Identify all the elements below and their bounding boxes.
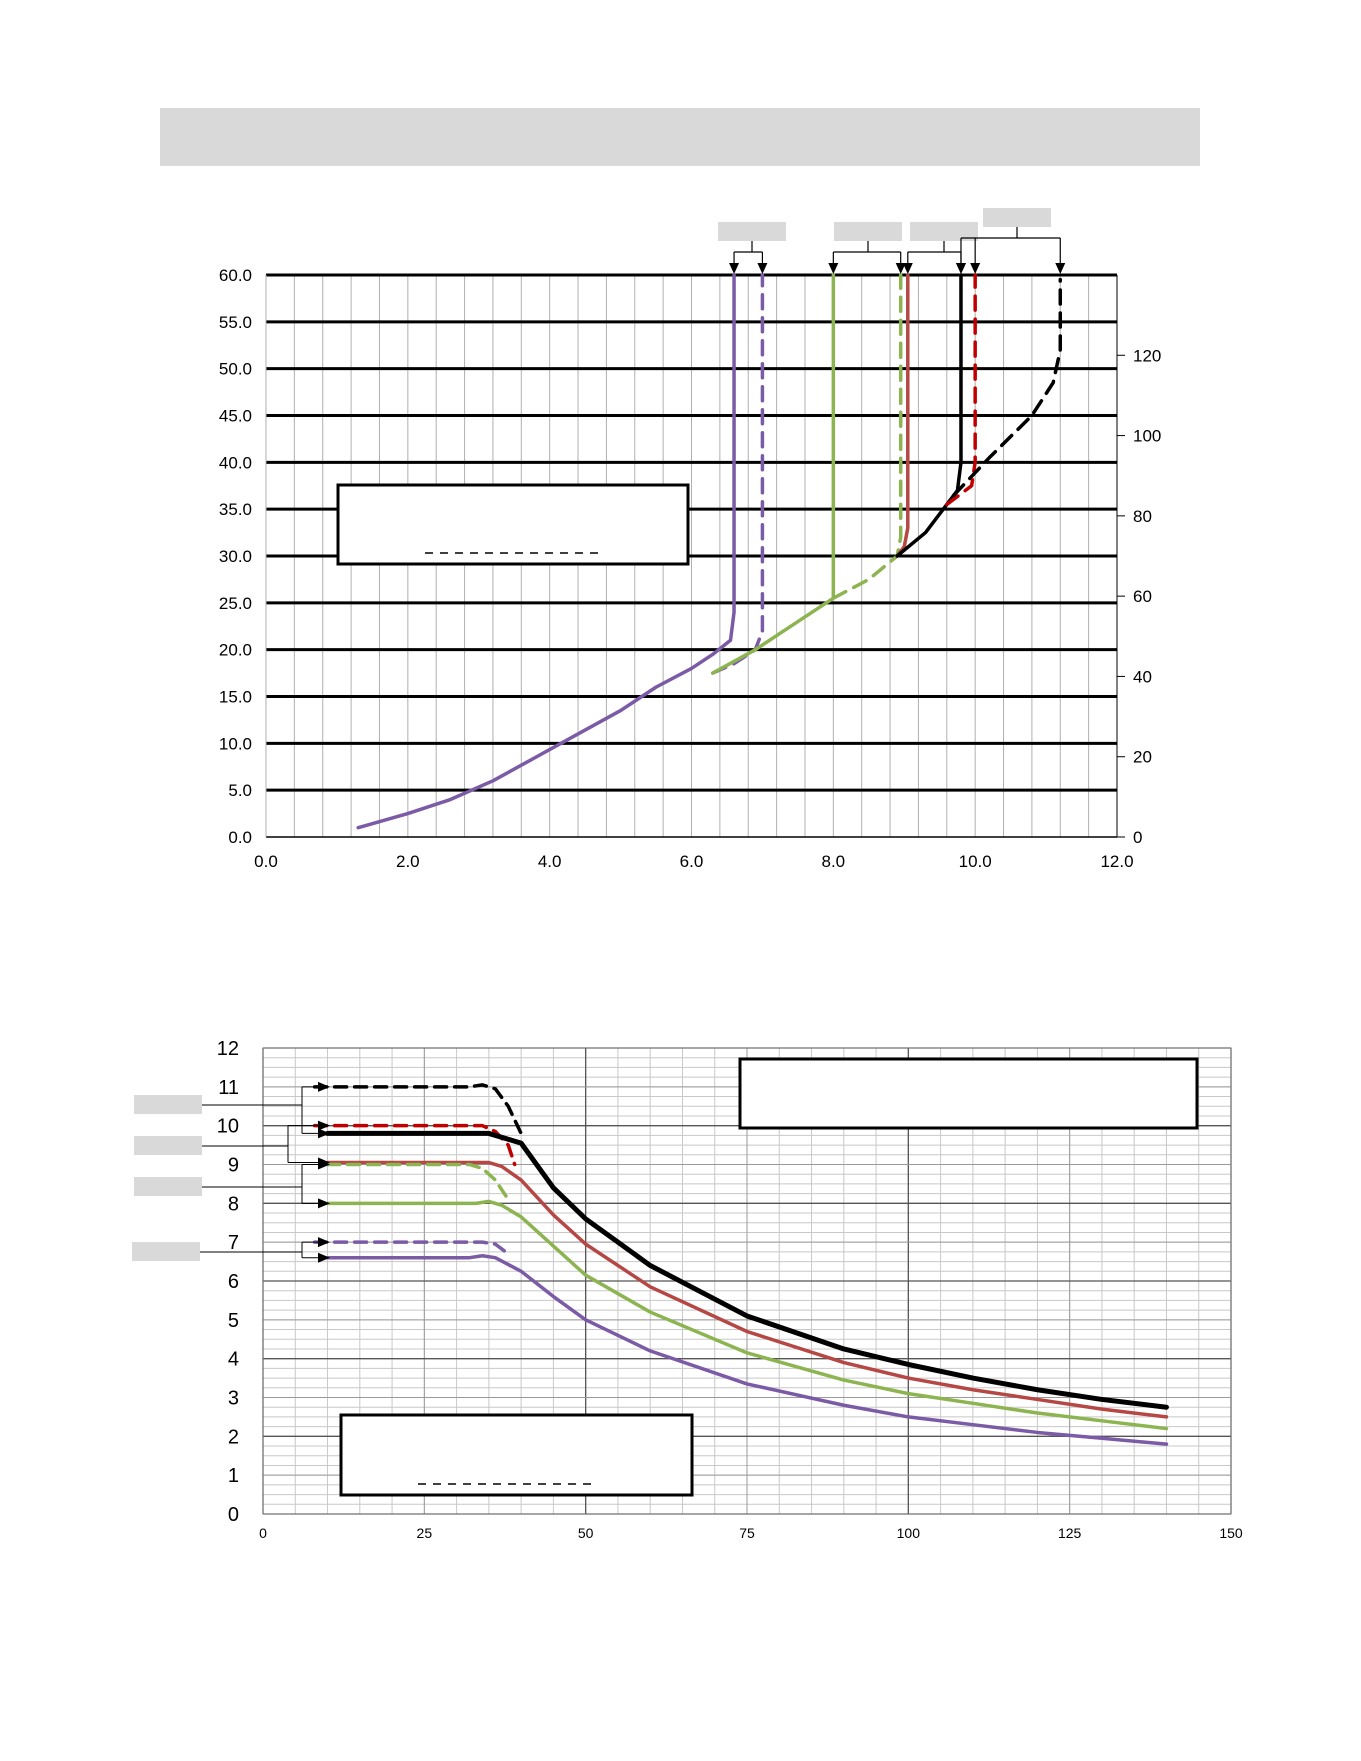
tag-arrow-head — [1055, 263, 1066, 274]
y-tick-label: 40.0 — [219, 453, 252, 472]
x-tick-label: 0.0 — [254, 852, 278, 871]
x-tick-label: 10.0 — [959, 852, 992, 871]
series-tag — [132, 1242, 200, 1261]
title-banner — [160, 108, 1200, 166]
y2-tick-label: 0 — [1133, 828, 1142, 847]
x-tick-label: 12.0 — [1100, 852, 1133, 871]
y-tick-label: 25.0 — [219, 594, 252, 613]
y-tick-label: 11 — [218, 1077, 239, 1099]
y-tick-label: 30.0 — [219, 547, 252, 566]
y-tick-label: 15.0 — [219, 688, 252, 707]
tag-arrow-head — [828, 263, 839, 274]
series-line — [356, 273, 736, 830]
series-line — [945, 273, 977, 507]
series-line — [325, 1199, 1169, 1431]
y-tick-label: 5.0 — [228, 781, 252, 800]
tag-arrow-head — [955, 263, 966, 274]
series-line — [312, 1123, 517, 1167]
y-tick-label: 7 — [228, 1232, 239, 1254]
y2-tick-label: 120 — [1133, 346, 1161, 365]
x-tick-label: 75 — [739, 1525, 755, 1541]
tag-arrow-head — [318, 1198, 330, 1209]
y-tick-label: 3 — [228, 1388, 239, 1410]
series-tag — [134, 1095, 202, 1114]
series-line — [312, 1240, 510, 1256]
y-tick-label: 4 — [228, 1349, 239, 1371]
y-tick-label: 1 — [228, 1465, 239, 1487]
series-tag — [910, 222, 978, 241]
series-line — [952, 277, 1063, 497]
x-tick-label: 8.0 — [822, 852, 846, 871]
x-tick-label: 100 — [897, 1525, 921, 1541]
tag-arrow-head — [757, 263, 768, 274]
y2-tick-label: 100 — [1133, 427, 1161, 446]
x-tick-label: 4.0 — [538, 852, 562, 871]
tag-arrow-head — [970, 263, 981, 274]
y-tick-label: 2 — [228, 1426, 239, 1448]
legend-box — [336, 483, 690, 566]
y-tick-label: 50.0 — [219, 360, 252, 379]
legend-box-top — [738, 1057, 1199, 1130]
x-tick-label: 50 — [578, 1525, 594, 1541]
tag-arrow-head — [318, 1120, 330, 1131]
x-tick-label: 6.0 — [680, 852, 704, 871]
series-line — [831, 273, 903, 600]
legend-box-bottom — [339, 1413, 694, 1497]
y2-tick-label: 40 — [1133, 667, 1152, 686]
y-tick-label: 9 — [228, 1155, 239, 1177]
x-tick-label: 125 — [1058, 1525, 1082, 1541]
series-tag — [834, 222, 902, 241]
series-tag — [134, 1177, 202, 1196]
y-tick-label: 55.0 — [219, 313, 252, 332]
y-tick-label: 35.0 — [219, 500, 252, 519]
y-tick-label: 12 — [217, 1038, 239, 1060]
tag-arrow-head — [318, 1252, 330, 1263]
series-line — [312, 1083, 523, 1136]
tag-arrow-head — [729, 263, 740, 274]
y-tick-label: 0 — [228, 1504, 239, 1526]
series-line — [325, 1254, 1169, 1446]
plot-frame — [262, 1047, 1232, 1515]
series-tag — [134, 1136, 202, 1155]
series-line — [711, 273, 836, 675]
series-tag — [983, 208, 1051, 227]
tag-arrow-head — [895, 263, 906, 274]
x-tick-label: 25 — [417, 1525, 433, 1541]
y-tick-label: 5 — [228, 1310, 239, 1332]
chart-1: 0.0 5.0 10.0 15.0 20.0 25.0 30.0 35.0 40.0 45.0 50… — [219, 208, 1161, 871]
y2-tick-label: 80 — [1133, 507, 1152, 526]
series-tag — [718, 222, 786, 241]
tag-arrow-head — [318, 1159, 330, 1170]
tag-arrow-head — [318, 1128, 330, 1139]
y2-tick-label: 60 — [1133, 587, 1152, 606]
series-line — [325, 1130, 1169, 1410]
y-tick-label: 6 — [228, 1271, 239, 1293]
series-line — [325, 1160, 1169, 1419]
y-tick-label: 8 — [228, 1193, 239, 1215]
y2-tick-label: 20 — [1133, 748, 1152, 767]
y-tick-label: 0.0 — [228, 828, 252, 847]
y-tick-label: 10.0 — [219, 734, 252, 753]
x-tick-label: 150 — [1219, 1525, 1243, 1541]
x-tick-label: 2.0 — [396, 852, 420, 871]
y-tick-label: 60.0 — [219, 266, 252, 285]
tag-arrow-head — [318, 1081, 330, 1092]
tag-arrow-head — [318, 1237, 330, 1248]
y-tick-label: 45.0 — [219, 407, 252, 426]
x-tick-label: 0 — [259, 1525, 267, 1541]
tag-arrow-head — [902, 263, 913, 274]
series-line — [325, 1162, 510, 1202]
y-tick-label: 10 — [217, 1116, 239, 1138]
y-tick-label: 20.0 — [219, 641, 252, 660]
